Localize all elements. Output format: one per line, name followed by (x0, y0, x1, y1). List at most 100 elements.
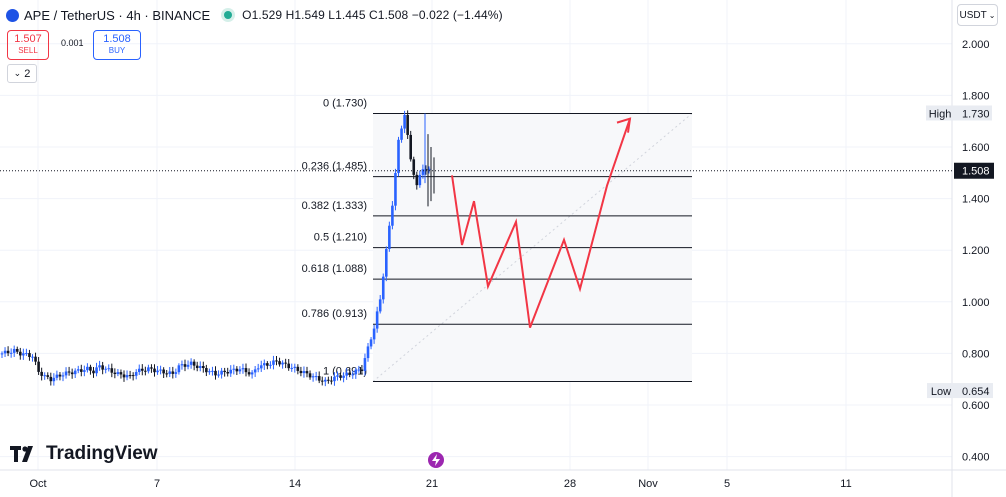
candle-body (168, 371, 172, 374)
high-label-bg (926, 105, 954, 121)
x-tick-label: 11 (840, 478, 851, 490)
candle-body (397, 139, 400, 174)
sell-button[interactable]: 1.507 SELL (7, 30, 49, 60)
buy-button[interactable]: 1.508 BUY (93, 30, 141, 60)
candle-body (256, 368, 260, 370)
y-tick-label: 1.600 (962, 142, 990, 154)
candle-body (284, 362, 287, 364)
candle-body (259, 365, 263, 369)
candle-body (171, 371, 175, 374)
spread-value: 0.001 (61, 38, 84, 48)
candle-body (217, 374, 220, 376)
candle-body (287, 363, 290, 369)
candle-body (250, 372, 254, 375)
candle-body (275, 360, 278, 362)
candle-body (247, 372, 251, 375)
candle-body (86, 366, 89, 371)
low-value-bg (955, 383, 993, 399)
ape-coin-icon (6, 8, 19, 22)
candle-body (134, 372, 138, 376)
candle-body (278, 361, 281, 365)
buy-label: BUY (108, 46, 126, 55)
lightning-icon (432, 454, 440, 466)
candle-body (366, 346, 370, 359)
candle-body (28, 353, 31, 358)
candle-body (80, 369, 83, 372)
candle-body (372, 328, 376, 340)
candle-body (314, 376, 318, 378)
y-tick-label: 1.800 (962, 90, 990, 102)
candle-body (162, 369, 165, 374)
candle-body (302, 371, 306, 374)
candle-body (58, 374, 62, 377)
candle-body (95, 367, 98, 374)
fibonacci-level-label: 0.382 (1.333) (302, 200, 367, 212)
x-tick-label: 28 (564, 478, 576, 490)
candle-body (241, 368, 245, 370)
candle-body (107, 368, 111, 370)
candle-body (320, 380, 324, 382)
candle-body (159, 369, 162, 371)
symbol-title[interactable]: APE / TetherUS · 4h · BINANCE (24, 7, 211, 23)
candle-body (363, 358, 367, 371)
candle-body (6, 350, 10, 354)
candle-body (12, 348, 16, 353)
candle-body (83, 370, 86, 372)
candle-body (73, 370, 77, 375)
candle-body (156, 370, 159, 373)
candle-body (22, 353, 25, 356)
y-tick-label: 0.400 (962, 452, 990, 464)
candle-body (324, 379, 327, 382)
y-tick-label: 1.400 (962, 194, 990, 206)
candle-body (360, 369, 364, 371)
chevron-down-icon: ⌄ (13, 68, 22, 78)
indicators-count: 2 (24, 67, 31, 80)
candle-body (189, 361, 193, 365)
candle-body (238, 369, 242, 372)
fibonacci-level-label: 0.5 (1.210) (314, 232, 367, 244)
candle-body (378, 299, 382, 312)
currency-label: USDT (959, 9, 987, 21)
candle-body (223, 370, 226, 373)
current-price-value: 1.508 (962, 166, 990, 178)
candle-body (299, 370, 303, 374)
candle-body (0, 353, 4, 355)
fibonacci-level-label: 0 (1.730) (323, 97, 367, 109)
candle-body (263, 363, 266, 366)
sell-price: 1.507 (14, 33, 42, 45)
candle-body (269, 364, 272, 366)
candle-body (183, 364, 187, 367)
candle-body (421, 169, 425, 175)
market-status-icon (224, 11, 233, 19)
candle-body (165, 373, 168, 375)
candle-body (381, 276, 385, 300)
candle-body (116, 372, 120, 375)
candle-body (131, 375, 135, 377)
currency-selector[interactable]: USDT ⌄ (957, 4, 998, 26)
candle-body (15, 348, 19, 352)
y-tick-label: 2.000 (962, 39, 990, 51)
indicators-toggle[interactable]: ⌄ 2 (7, 64, 37, 83)
candle-body (281, 362, 284, 365)
candle-body (64, 371, 68, 376)
fibonacci-level-label: 1 (0.691) (323, 366, 367, 378)
candle-body (412, 159, 416, 175)
high-label: High (929, 108, 952, 120)
candle-body (226, 372, 229, 374)
fibonacci-level-label: 0.786 (0.913) (302, 308, 367, 320)
candle-body (89, 366, 92, 371)
candle-body (351, 374, 355, 376)
candle-body (137, 368, 141, 373)
x-tick-label: 21 (426, 478, 438, 490)
candle-body (208, 371, 211, 373)
candle-body (25, 353, 28, 355)
candle-body (153, 368, 156, 373)
y-tick-label: 0.800 (962, 348, 990, 360)
ohlc-values: O1.529 H1.549 L1.445 C1.508 −0.022 (−1.4… (242, 8, 503, 22)
candle-body (220, 370, 223, 375)
candle-body (296, 366, 300, 371)
candle-body (147, 367, 150, 372)
candle-body (330, 380, 333, 382)
sell-label: SELL (18, 46, 38, 55)
